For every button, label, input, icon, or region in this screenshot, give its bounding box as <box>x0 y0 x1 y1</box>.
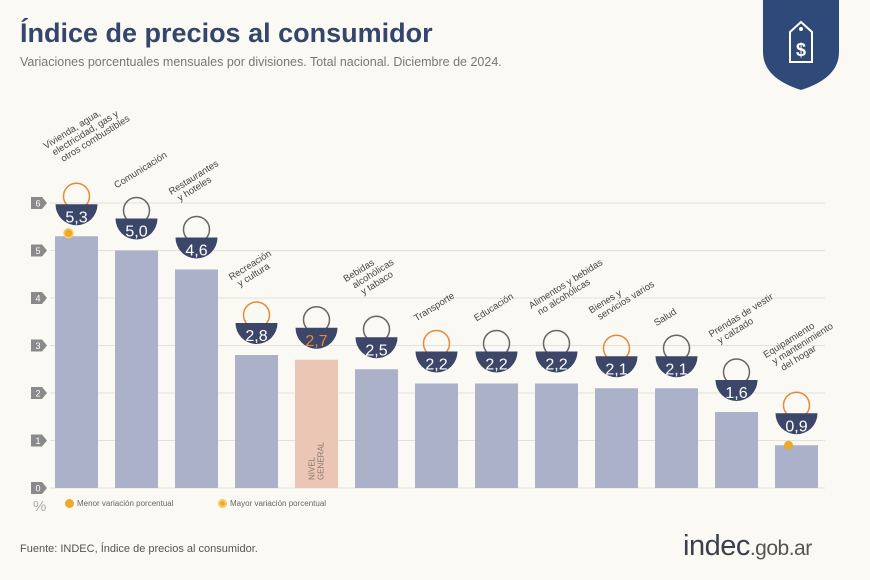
min-marker <box>784 440 793 450</box>
page-subtitle: Variaciones porcentuales mensuales por d… <box>20 55 502 69</box>
max-marker-icon <box>218 499 227 508</box>
tick-tag <box>31 434 47 447</box>
page-title: Índice de precios al consumidor <box>20 18 433 48</box>
y-tick-label: 5 <box>35 246 40 256</box>
max-marker <box>63 228 74 239</box>
tick-tag <box>31 339 47 352</box>
bar <box>535 383 578 488</box>
bar <box>715 412 758 488</box>
data-label: 5,0 <box>125 224 147 241</box>
value-badge <box>775 413 818 435</box>
bar-inner-label: NIVELGENERAL <box>308 441 326 480</box>
bar <box>115 250 158 488</box>
bar <box>775 445 818 488</box>
y-tick-label: 1 <box>35 436 40 446</box>
value-badge <box>535 351 578 373</box>
value-badge <box>55 204 98 226</box>
bar <box>355 369 398 488</box>
data-label: 4,6 <box>185 243 207 260</box>
bar <box>415 383 458 488</box>
value-badge <box>235 323 278 344</box>
source-note: Fuente: INDEC, Índice de precios al cons… <box>20 543 258 555</box>
bar <box>475 383 518 488</box>
data-label: 2,1 <box>665 361 687 378</box>
category-label: Vivienda, agua,electricidad, gas yotros … <box>42 96 133 169</box>
data-label: 2,1 <box>605 361 627 378</box>
data-label: 2,2 <box>485 357 507 374</box>
data-label: 2,2 <box>545 357 567 374</box>
y-tick-label: 3 <box>35 341 40 351</box>
data-label: 1,6 <box>725 385 747 402</box>
legend-min: Menor variación porcentual <box>65 499 174 508</box>
category-label: Salud <box>652 307 678 329</box>
y-tick-label: 4 <box>35 294 40 304</box>
tick-tag <box>31 244 47 257</box>
category-label: Educación <box>472 291 515 324</box>
category-label: Prendas de vestiry calzado <box>707 292 781 349</box>
bar <box>235 355 278 488</box>
data-label: 2,5 <box>365 342 387 359</box>
value-badge <box>295 327 338 349</box>
data-label: 5,3 <box>65 209 87 226</box>
category-label: Equipamientoy mantenimientodel hogar <box>762 312 841 377</box>
category-label: Transporte <box>412 291 456 324</box>
bar <box>55 236 98 488</box>
data-label: 0,9 <box>785 418 807 435</box>
tick-tag <box>31 387 47 399</box>
bar <box>175 269 218 488</box>
legend-min-label: Menor variación porcentual <box>77 499 174 508</box>
bar <box>295 359 338 488</box>
value-badge <box>595 356 638 378</box>
data-label: 2,2 <box>425 357 447 374</box>
category-label: Bebidasalcohólicasy tabaco <box>342 248 402 301</box>
tick-tag <box>31 197 47 209</box>
legend-max-label: Mayor variación porcentual <box>230 499 327 508</box>
tick-tag <box>31 292 47 304</box>
y-tick-label: 0 <box>35 484 40 494</box>
min-marker-icon <box>65 499 74 508</box>
value-badge <box>715 380 758 401</box>
value-badge <box>175 237 218 259</box>
y-tick-label: 2 <box>35 389 40 399</box>
bar <box>595 388 638 488</box>
value-badge <box>415 351 458 373</box>
data-label: 2,7 <box>305 333 327 350</box>
category-label: Recreacióny cultura <box>227 248 279 291</box>
unit-label: % <box>33 498 47 515</box>
bar <box>655 388 698 488</box>
legend-max: Mayor variación porcentual <box>218 499 326 508</box>
tick-tag <box>31 482 47 494</box>
value-badge <box>475 351 518 373</box>
value-badge <box>115 218 158 240</box>
value-badge <box>655 356 698 378</box>
brand-logo: indec.gob.ar <box>683 530 812 562</box>
y-tick-label: 6 <box>35 199 40 209</box>
value-badge <box>355 337 398 359</box>
data-label: 2,8 <box>245 328 267 345</box>
category-label: Restaurantesy hoteles <box>167 158 226 206</box>
category-label: Comunicación <box>112 150 169 191</box>
